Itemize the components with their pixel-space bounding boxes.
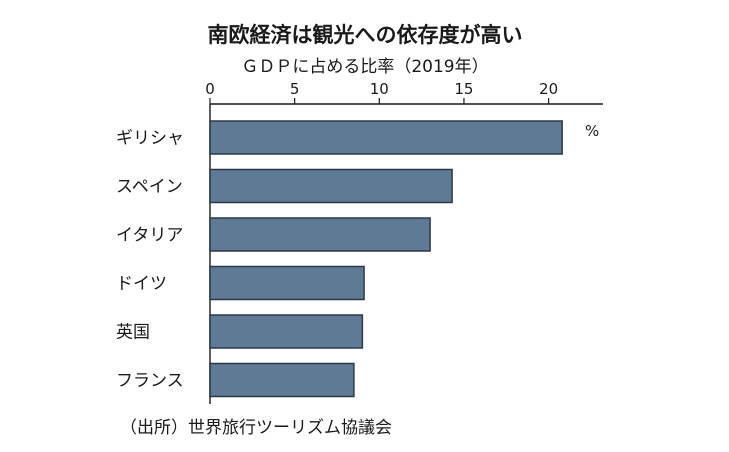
x-tick-label: 10	[370, 80, 389, 98]
category-label: フランス	[116, 371, 184, 391]
category-label: ドイツ	[116, 274, 167, 294]
source-label: （出所）世界旅行ツーリズム協議会	[120, 418, 392, 438]
category-label: ギリシャ	[116, 129, 184, 149]
category-label: スペイン	[116, 177, 183, 197]
unit-label: %	[585, 122, 599, 140]
x-axis-ticks: 0 5 10 15 20	[205, 80, 558, 104]
bar-1	[209, 120, 563, 155]
x-tick-label: 5	[290, 80, 300, 98]
bar-6	[209, 362, 355, 398]
bars	[209, 120, 563, 398]
x-tick-label: 20	[539, 80, 558, 98]
x-tick-label: 0	[205, 80, 215, 98]
bar-4	[209, 265, 365, 301]
bar-5	[209, 314, 364, 349]
category-label: イタリア	[116, 226, 183, 246]
x-tick-label: 15	[454, 80, 473, 98]
chart-title: 南欧経済は観光への依存度が高い	[208, 23, 523, 47]
bar-3	[209, 217, 431, 252]
category-label: 英国	[116, 323, 150, 343]
bar-2	[209, 168, 453, 204]
chart-subtitle: ＧＤＰに占める比率（2019年）	[241, 57, 488, 77]
